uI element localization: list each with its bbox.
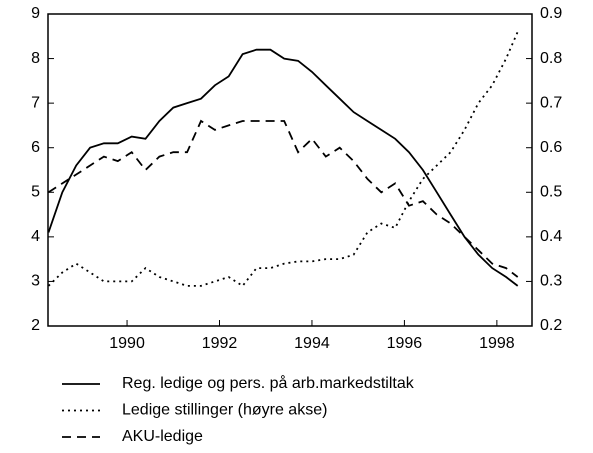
x-tick-label: 1992 bbox=[202, 335, 238, 352]
series-line bbox=[47, 31, 519, 288]
y-tick-label: 4 bbox=[31, 228, 40, 245]
x-tick-label: 1998 bbox=[479, 335, 515, 352]
y2-tick-label: 0.2 bbox=[540, 317, 562, 334]
x-tick-label: 1990 bbox=[109, 335, 145, 352]
y2-tick-label: 0.9 bbox=[540, 5, 562, 22]
y-tick-label: 2 bbox=[31, 317, 40, 334]
y-tick-label: 3 bbox=[31, 273, 40, 290]
legend-label: Reg. ledige og pers. på arb.markedstilta… bbox=[122, 374, 415, 392]
series-line bbox=[48, 119, 519, 278]
legend-label: AKU-ledige bbox=[122, 428, 203, 445]
x-tick-label: 1996 bbox=[387, 335, 423, 352]
y2-tick-label: 0.7 bbox=[540, 94, 562, 111]
y2-tick-label: 0.6 bbox=[540, 139, 562, 156]
plot-frame bbox=[47, 13, 533, 327]
legend-label: Ledige stillinger (høyre akse) bbox=[122, 402, 327, 419]
x-tick-label: 1994 bbox=[294, 335, 330, 352]
y-tick-label: 7 bbox=[31, 94, 40, 111]
y-tick-label: 9 bbox=[31, 5, 40, 22]
y2-tick-label: 0.8 bbox=[540, 50, 562, 67]
y2-tick-label: 0.4 bbox=[540, 228, 562, 245]
y2-tick-label: 0.3 bbox=[540, 273, 562, 290]
y2-tick-label: 0.5 bbox=[540, 184, 562, 201]
y-tick-label: 8 bbox=[31, 50, 40, 67]
series-line bbox=[47, 48, 519, 287]
y-tick-label: 6 bbox=[31, 139, 40, 156]
y-tick-label: 5 bbox=[31, 184, 40, 201]
